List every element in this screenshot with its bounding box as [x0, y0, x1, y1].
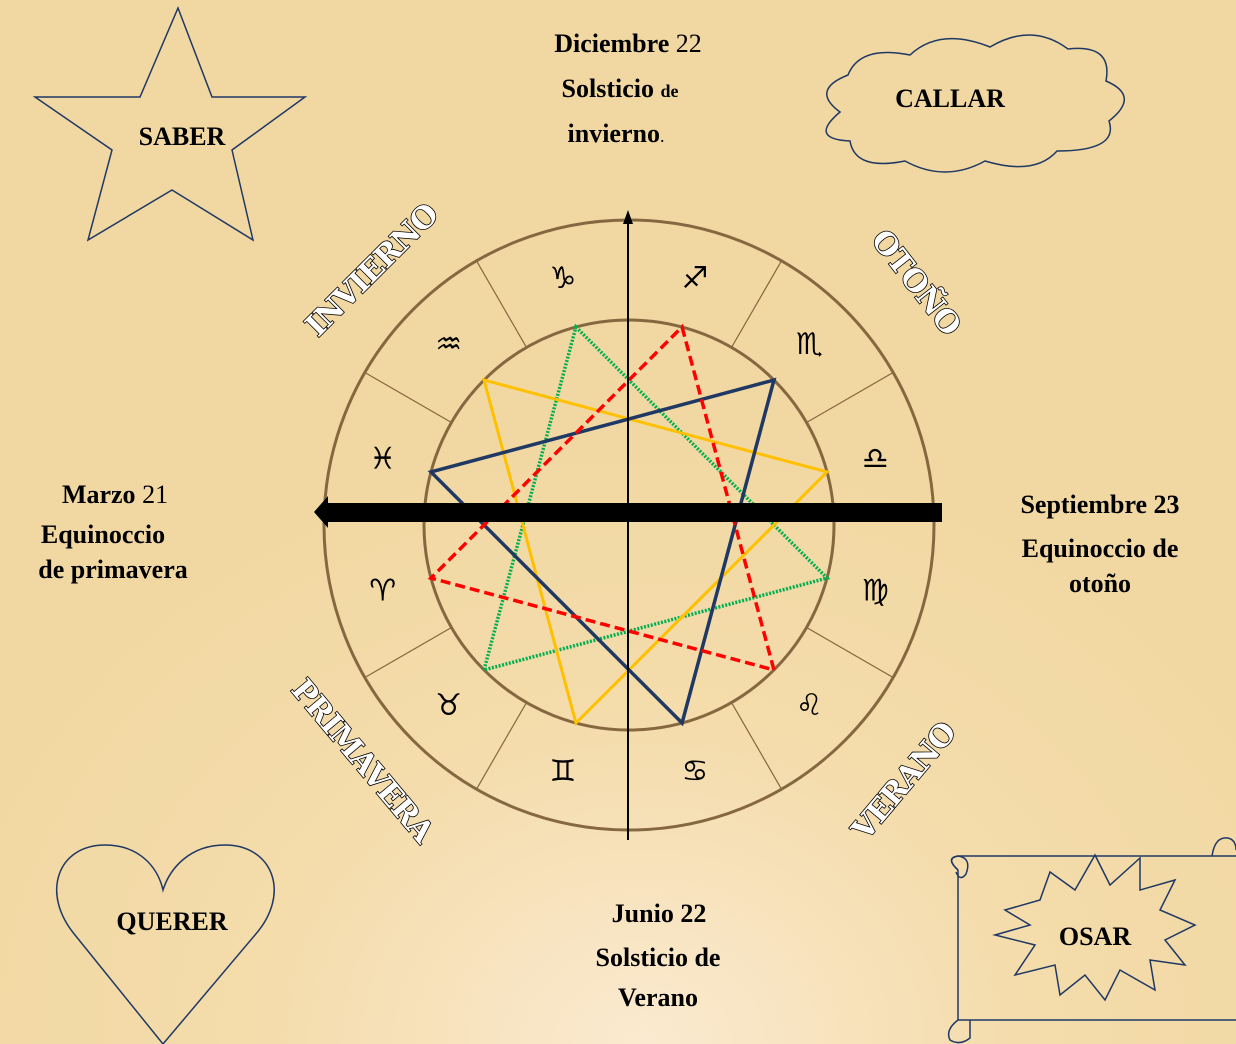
zodiac-sign: ♍	[862, 573, 889, 608]
callar-label: CALLAR	[895, 84, 1005, 113]
september-line1: Septiembre 23	[1020, 490, 1179, 519]
saber-label: SABER	[139, 122, 226, 151]
querer-label: QUERER	[116, 907, 227, 936]
diagram: SABER CALLAR QUERER OSAR Diciembre 22 So…	[0, 0, 1236, 1044]
zodiac-sign: ♊	[550, 754, 577, 789]
zodiac-sign: ♓	[369, 442, 396, 477]
june-line1: Junio 22	[612, 899, 707, 928]
december-season: invierno	[568, 119, 660, 148]
december-line3: invierno.	[568, 119, 665, 148]
march-day: 21	[142, 480, 168, 509]
zodiac-sign: ♋	[682, 754, 709, 789]
december-day: 22	[676, 29, 702, 58]
june-line2: Solsticio de	[596, 943, 721, 972]
december-de: de	[660, 81, 678, 101]
zodiac-sign: ♒	[435, 327, 462, 362]
zodiac-sign: ♑	[550, 261, 577, 296]
zodiac-sign: ♈	[369, 573, 396, 608]
september-line3: otoño	[1069, 569, 1131, 598]
december-solstice: Solsticio	[562, 74, 654, 103]
june-line3: Verano	[618, 983, 698, 1012]
osar-label: OSAR	[1059, 922, 1131, 951]
zodiac-sign: ♏	[796, 327, 823, 362]
september-line2: Equinoccio de	[1022, 534, 1179, 563]
march-line1: Marzo 21	[62, 480, 168, 509]
zodiac-sign: ♎	[862, 442, 889, 477]
december-month: Diciembre	[554, 29, 669, 58]
horizontal-axis	[326, 503, 942, 522]
december-dot: .	[660, 126, 665, 146]
zodiac-sign: ♐	[682, 261, 709, 296]
march-month: Marzo	[62, 480, 136, 509]
march-line3: de primavera	[38, 555, 187, 584]
zodiac-sign: ♉	[435, 688, 462, 723]
zodiac-sign: ♌	[796, 688, 823, 723]
december-line1: Diciembre 22	[554, 29, 702, 58]
march-line2: Equinoccio	[41, 520, 165, 549]
